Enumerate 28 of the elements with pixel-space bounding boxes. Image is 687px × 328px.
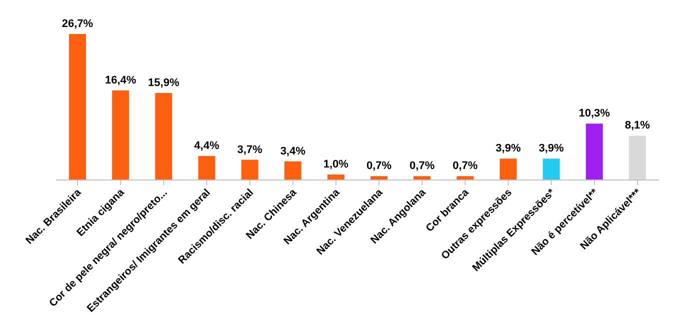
bar <box>241 160 258 180</box>
bar <box>155 93 172 180</box>
bar <box>628 136 646 180</box>
data-label: 0,7% <box>410 160 435 172</box>
bar <box>456 176 474 180</box>
data-label: 3,9% <box>538 142 564 155</box>
bar <box>198 156 216 180</box>
bar <box>586 124 603 180</box>
data-label: 4,4% <box>194 140 220 152</box>
data-label: 3,4% <box>280 145 306 158</box>
data-label: 10,3% <box>578 108 610 120</box>
data-label: 0,7% <box>452 160 478 172</box>
bar <box>327 174 344 180</box>
data-label: 16,4% <box>104 74 136 86</box>
bar <box>370 176 388 180</box>
data-label: 26,7% <box>62 18 94 30</box>
bar <box>414 176 431 180</box>
data-label: 0,7% <box>366 160 392 172</box>
data-label: 8,1% <box>624 120 650 132</box>
bar <box>69 34 86 180</box>
bar <box>284 161 302 180</box>
data-label: 3,7% <box>237 144 263 156</box>
bar <box>112 90 130 180</box>
data-label: 1,0% <box>323 158 349 171</box>
bar <box>542 158 560 180</box>
data-label: 3,9% <box>496 142 521 155</box>
data-label: 15,9% <box>148 77 180 90</box>
bar <box>500 158 517 180</box>
